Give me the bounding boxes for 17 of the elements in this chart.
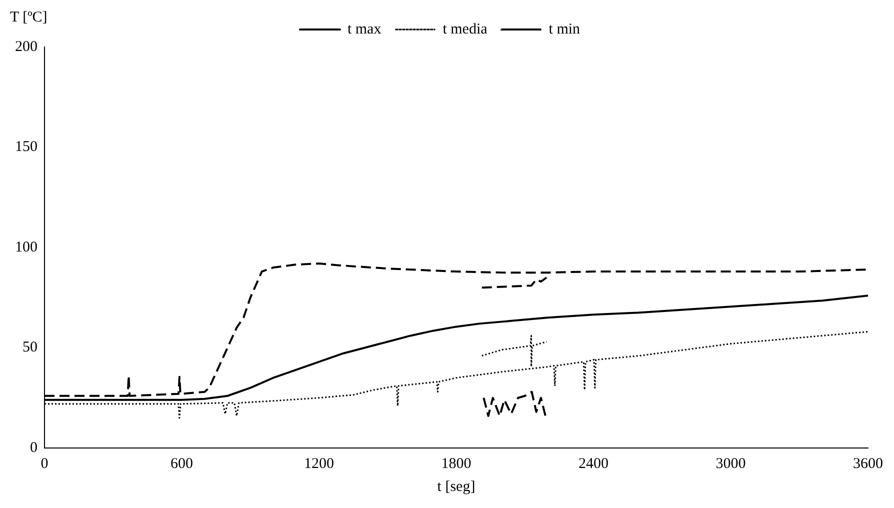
y-tick-label: 100 <box>15 239 38 256</box>
x-tick-label: 0 <box>40 456 48 472</box>
x-tick-label: 3000 <box>716 456 746 472</box>
legend-label: t min <box>548 21 581 38</box>
x-tick-label: 2400 <box>578 456 608 472</box>
legend-label: t max <box>347 21 382 38</box>
x-tick-label: 600 <box>170 456 193 472</box>
y-axis-title: T [ºC] <box>10 9 48 26</box>
y-tick-label: 200 <box>15 38 38 55</box>
y-tick-label: 150 <box>15 139 38 156</box>
y-tick-label: 0 <box>30 440 38 456</box>
y-tick-label: 50 <box>22 340 38 356</box>
x-axis-title: t [seg] <box>437 478 476 495</box>
x-tick-label: 1800 <box>441 456 472 472</box>
x-tick-label: 1200 <box>304 456 334 472</box>
legend-label: t media <box>442 21 488 38</box>
x-tick-label: 3600 <box>853 456 883 472</box>
